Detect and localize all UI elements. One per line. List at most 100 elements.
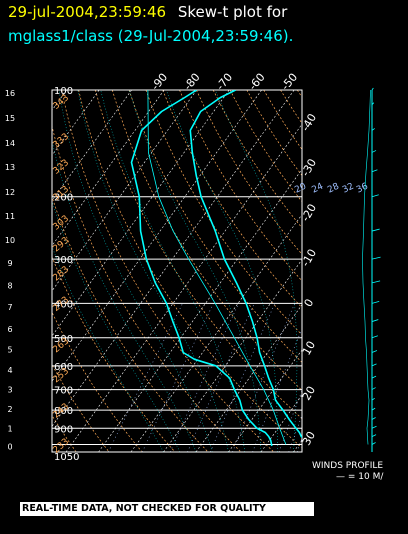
- height-tick-label: 7: [7, 303, 12, 312]
- dry-adiabat-label: 283: [52, 265, 72, 284]
- temperature-profile-line: [189, 90, 302, 439]
- isotherm-line: [52, 90, 295, 427]
- pressure-tick-label: 800: [54, 406, 73, 417]
- dry-adiabat-line: [263, 90, 302, 150]
- mixing-ratio-label: 36: [355, 182, 370, 196]
- height-tick-label: 14: [5, 139, 15, 148]
- mixing-ratio-line: [232, 303, 296, 452]
- plot-frame: [51, 89, 303, 453]
- moist-adiabat-line: [129, 90, 262, 452]
- dewpoint-profile-line: [130, 90, 273, 447]
- pressure-tick-label: 400: [54, 299, 73, 310]
- pressure-tick-label: 700: [54, 386, 73, 397]
- isotherm-line: [326, 90, 408, 452]
- mixing-ratio-line: [304, 303, 358, 452]
- mixing-ratio-line: [311, 303, 365, 452]
- pressure-tick-label: 1050: [54, 452, 79, 463]
- isotherm-tick-label: -70: [214, 71, 236, 93]
- dry-adiabat-line: [61, 90, 274, 452]
- title-subtitle: mglass1/class (29-Jul-2004,23:59:46).: [8, 27, 294, 45]
- sounding-profiles: [130, 90, 302, 447]
- height-tick-label: 3: [7, 386, 12, 395]
- winds-profile-label: WINDS PROFILE: [312, 461, 384, 471]
- isotherm-tick-label: 10: [300, 339, 318, 358]
- wind-barb: [371, 363, 377, 367]
- wind-barb: [371, 280, 381, 284]
- wind-barb: [371, 256, 381, 260]
- wind-barb: [371, 87, 374, 91]
- wind-barb: [371, 387, 376, 390]
- mixing-ratio-line: [252, 328, 302, 452]
- dry-adiabat-label: 273: [52, 295, 72, 314]
- mixing-ratio-line: [210, 303, 276, 452]
- isotherm-tick-label: 30: [300, 429, 318, 448]
- wind-barb: [371, 434, 377, 437]
- dry-adiabat-line: [348, 90, 408, 451]
- moist-adiabat-line: [100, 90, 246, 452]
- axis-labels: 1002003004005006007008009001050012345678…: [5, 71, 370, 463]
- height-tick-label: 10: [5, 236, 15, 245]
- wind-barb: [371, 397, 375, 401]
- pressure-tick-label: 100: [54, 86, 73, 97]
- wind-barb: [371, 301, 380, 304]
- dry-adiabat-label: 303: [52, 214, 72, 233]
- isotherm-tick-label: -80: [181, 71, 203, 93]
- dry-adiabat-line: [398, 90, 408, 451]
- height-tick-label: 16: [5, 89, 15, 98]
- dry-adiabat-line: [162, 90, 302, 309]
- height-tick-label: 4: [7, 366, 12, 375]
- mixing-ratio-lines: [108, 303, 365, 452]
- isotherm-line: [65, 123, 302, 452]
- wind-barb: [371, 228, 380, 232]
- wind-barb: [371, 319, 379, 322]
- isotherm-line: [228, 349, 302, 452]
- height-tick-label: 6: [7, 325, 12, 334]
- height-tick-label: 13: [5, 163, 15, 172]
- title-label: Skew-t plot for: [177, 3, 288, 21]
- dry-adiabat-line: [95, 90, 302, 420]
- moist-adiabat-line: [52, 139, 197, 452]
- mixing-ratio-label: 20: [293, 182, 308, 196]
- moist-adiabat-line: [77, 90, 229, 452]
- moist-adiabats: [52, 90, 298, 452]
- moist-adiabat-line: [58, 90, 213, 452]
- dry-adiabat-label: 243: [52, 402, 72, 421]
- parcel-path-line: [147, 90, 287, 445]
- height-tick-label: 12: [5, 188, 15, 197]
- isotherm-line: [163, 259, 302, 452]
- isotherm-tick-label: -90: [149, 71, 171, 93]
- mixing-ratio-line: [187, 303, 255, 452]
- wind-speed-trace: [362, 89, 371, 445]
- isotherm-tick-label: -50: [279, 71, 301, 93]
- moist-adiabat-line: [52, 245, 164, 452]
- isotherm-line: [359, 90, 408, 452]
- dry-adiabat-line: [229, 90, 302, 203]
- dry-adiabat-label: 323: [52, 158, 72, 177]
- height-tick-label: 5: [7, 346, 12, 355]
- wind-barb: [371, 102, 375, 105]
- dry-adiabat-line: [52, 195, 208, 452]
- height-tick-label: 8: [7, 281, 12, 290]
- wind-barb: [371, 194, 379, 198]
- dry-adiabat-line: [365, 90, 408, 451]
- mixing-ratio-label: 28: [326, 182, 341, 196]
- height-tick-label: 15: [5, 114, 15, 123]
- dry-adiabat-line: [246, 90, 302, 177]
- dry-adiabat-line: [52, 311, 142, 452]
- title-line-1: 29-jul-2004,23:59:46 Skew-t plot for: [8, 3, 287, 21]
- dry-adiabat-label: 293: [52, 236, 72, 255]
- height-tick-label: 2: [7, 405, 12, 414]
- mixing-ratio-line: [278, 389, 302, 452]
- height-tick-label: 11: [5, 212, 15, 221]
- pressure-tick-label: 300: [54, 255, 73, 266]
- quality-warning-banner: REAL-TIME DATA, NOT CHECKED FOR QUALITY: [20, 502, 314, 516]
- height-tick-label: 0: [7, 442, 12, 451]
- isotherm-tick-label: -60: [246, 71, 268, 93]
- height-tick-label: 9: [7, 259, 12, 268]
- isobars: [52, 90, 302, 445]
- dry-adiabats: [52, 90, 408, 452]
- moist-adiabat-line: [166, 90, 278, 452]
- wind-profile: [362, 87, 381, 452]
- isotherm-line: [260, 394, 302, 452]
- isotherm-line: [52, 90, 165, 247]
